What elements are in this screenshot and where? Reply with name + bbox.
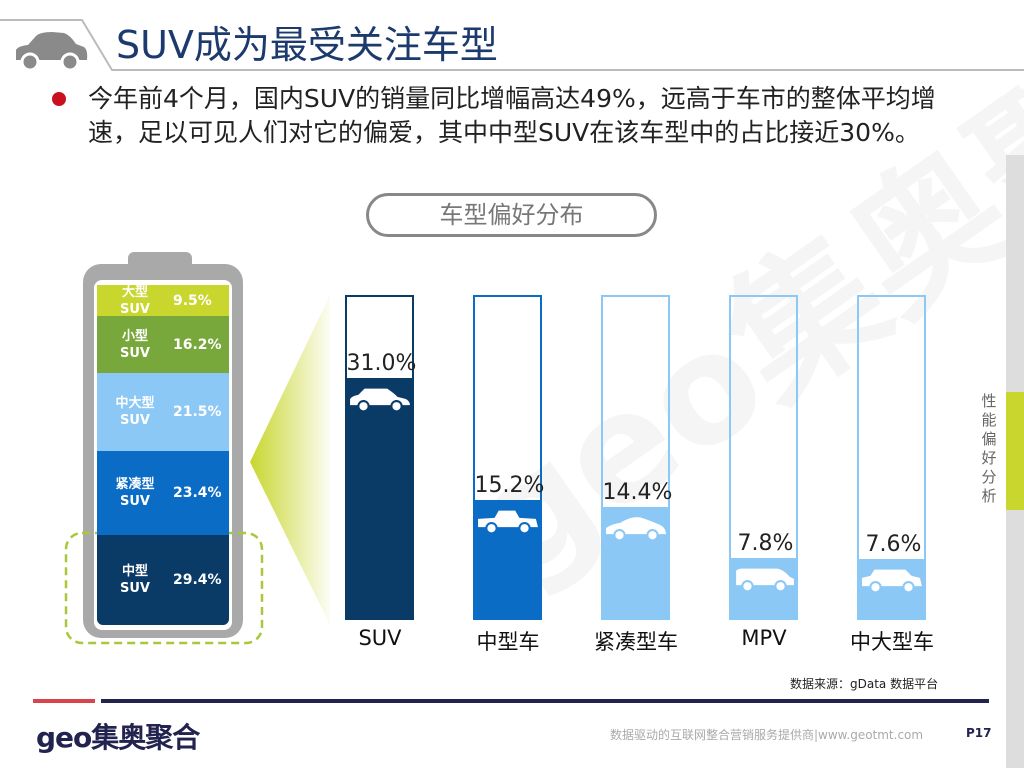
footer-tagline: 数据驱动的互联网整合营销服务提供商|www.geotmt.com (610, 728, 924, 742)
segment-value: 23.4% (173, 485, 222, 501)
car-hatch-icon (349, 388, 410, 413)
side-tab-active[interactable] (1006, 392, 1024, 510)
footer-red-line (33, 699, 95, 703)
category-label: 紧凑型车 (594, 630, 678, 654)
segment-value: 21.5% (173, 404, 222, 420)
car-suv-icon (861, 569, 922, 594)
segment-label: 紧凑型 (115, 477, 155, 492)
battery-segment: 中大型 SUV 21.5% (97, 373, 229, 451)
segment-label: 中大型 (115, 396, 155, 411)
bar-fill (603, 507, 668, 618)
data-label: 7.6% (865, 532, 922, 557)
pointer-triangle (250, 295, 330, 625)
car-coupe-icon (605, 517, 666, 542)
segment-value: 16.2% (173, 336, 222, 353)
footer-navy-line (101, 699, 989, 703)
battery-segment: 中型 SUV 29.4% (97, 535, 229, 625)
bar-1: 15.2% (473, 295, 544, 620)
segment-sub: SUV (120, 494, 150, 509)
segment-label: 大型 (121, 284, 148, 300)
bar-0: 31.0% (345, 295, 416, 620)
bar-2: 14.4% (601, 295, 672, 620)
bar-3: 7.8% (729, 295, 798, 620)
data-source: 数据来源：gData 数据平台 (790, 677, 939, 691)
section-pill: 车型偏好分布 (366, 193, 657, 237)
battery-segment: 大型 SUV 9.5% (97, 284, 229, 317)
category-label: 中型车 (476, 630, 540, 654)
segment-label: 中型 (121, 564, 148, 579)
segment-value: 29.4% (173, 572, 222, 588)
bar-4: 7.6% (857, 295, 926, 620)
car-icon (16, 32, 88, 72)
data-label: 7.8% (737, 531, 794, 556)
footer-logo: geo集奥聚合 (36, 721, 200, 754)
segment-sub: SUV (120, 301, 150, 317)
category-label: 中大型车 (850, 630, 934, 654)
page-title: SUV成为最受关注车型 (116, 23, 498, 67)
side-tab-label: 性能偏好分析 (981, 392, 997, 505)
segment-sub: SUV (120, 413, 150, 428)
header: SUV成为最受关注车型 (0, 0, 1024, 80)
segment-sub: SUV (120, 581, 150, 596)
segment-value: 9.5% (173, 292, 212, 309)
data-label: 14.4% (602, 480, 673, 505)
category-label: SUV (358, 626, 402, 650)
battery-segment: 小型 SUV 16.2% (97, 316, 229, 373)
bar-fill (859, 559, 924, 618)
segment-sub: SUV (120, 345, 150, 361)
bullet-text: 今年前4个月，国内SUV的销量同比增幅高达49%，远高于车市的整体平均增速，足以… (88, 84, 936, 147)
bar-fill (731, 558, 796, 618)
data-label: 31.0% (346, 351, 417, 376)
segment-label: 小型 (121, 328, 148, 344)
battery-segment: 紧凑型 SUV 23.4% (97, 451, 229, 535)
bullet-dot (52, 92, 66, 106)
data-label: 15.2% (474, 473, 545, 498)
car-van-icon (735, 568, 794, 593)
page-number: P17 (966, 726, 992, 740)
header-line (0, 19, 1024, 71)
bar-fill (347, 378, 412, 618)
bar-fill (475, 500, 540, 618)
category-label: MPV (741, 626, 787, 650)
car-sedan-icon (477, 510, 538, 535)
